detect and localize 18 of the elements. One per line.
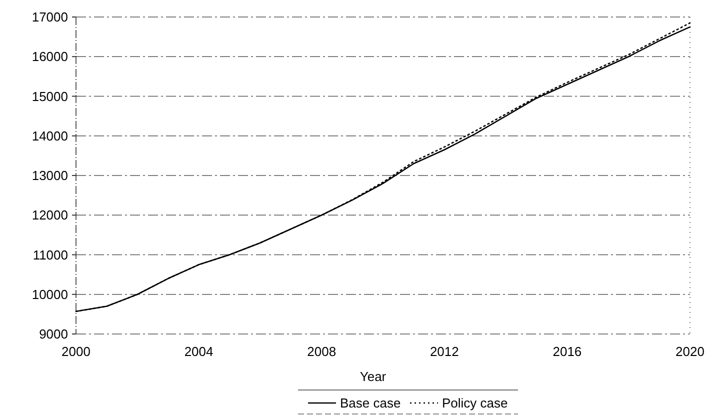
y-tick-label: 10000 xyxy=(32,286,68,302)
y-tick-label: 14000 xyxy=(32,128,68,144)
legend-label: Base case xyxy=(340,396,401,411)
y-tick-label: 17000 xyxy=(32,10,68,25)
y-tick-label: 16000 xyxy=(32,49,68,64)
x-axis-title: Year xyxy=(360,369,387,384)
y-tick-label: 12000 xyxy=(32,208,68,223)
legend-label: Policy case xyxy=(442,396,508,411)
y-tick-label: 9000 xyxy=(39,326,68,342)
x-tick-label: 2000 xyxy=(62,344,90,359)
x-tick-label: 2008 xyxy=(307,344,336,359)
x-tick-label: 2004 xyxy=(184,344,214,359)
y-tick-label: 11000 xyxy=(32,247,68,262)
y-tick-label: 15000 xyxy=(32,88,68,104)
x-tick-label: 2016 xyxy=(552,344,582,359)
y-tick-label: 13000 xyxy=(32,168,68,184)
x-tick-label: 2012 xyxy=(430,344,459,359)
x-tick-label: 2020 xyxy=(676,344,704,359)
